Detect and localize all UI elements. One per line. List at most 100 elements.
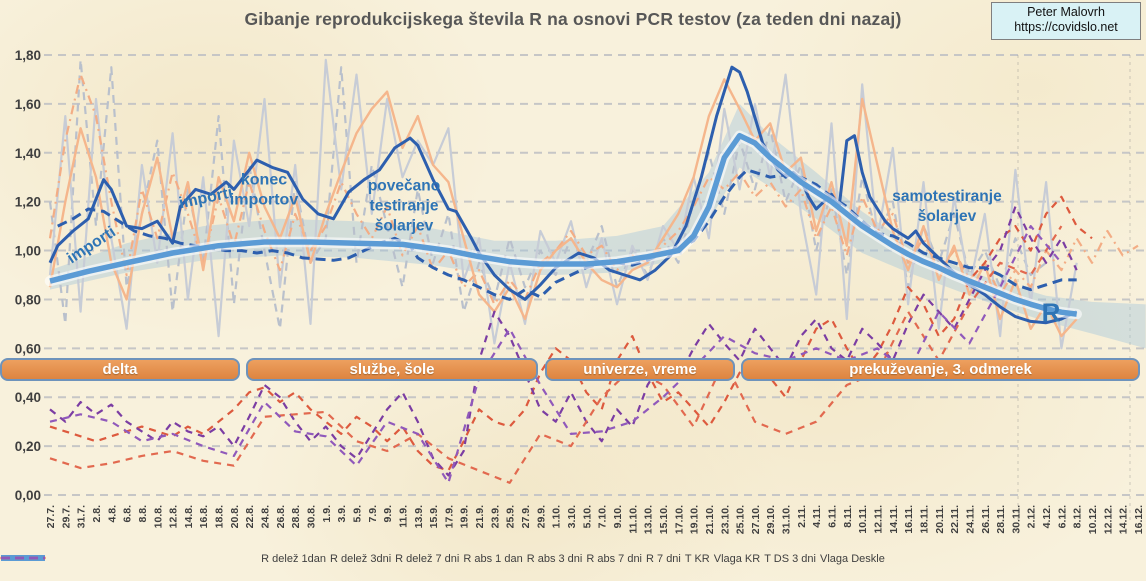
x-axis-tick-label: 12.12. <box>1102 505 1114 534</box>
legend-swatch <box>1 556 45 560</box>
x-axis-tick-label: 13.9. <box>413 505 425 528</box>
x-axis-tick-label: 30.8. <box>306 505 318 528</box>
x-axis-tick-label: 28.11. <box>995 505 1007 534</box>
x-axis-tick-label: 1.10. <box>551 505 563 528</box>
period-band-label: službe, šole <box>349 361 435 378</box>
annotation: povečano testiranje šolarjev <box>367 177 441 234</box>
chart-legend: R delež 1dan R delež 3dni R delež 7 dni R a… <box>0 553 1146 565</box>
x-axis-tick-label: 31.7. <box>76 505 88 528</box>
x-axis-tick-label: 24.11. <box>964 505 976 534</box>
x-axis-tick-label: 8.12. <box>1072 505 1084 528</box>
x-axis-tick-label: 4.11. <box>811 505 823 528</box>
y-axis-tick-label: 1,80 <box>15 48 41 63</box>
period-band-label: delta <box>102 361 138 378</box>
x-axis-tick-label: 26.11. <box>980 505 992 534</box>
x-axis-tick-label: 12.11. <box>872 505 884 534</box>
annotation: samotestiranje šolarjev <box>892 188 1002 225</box>
legend-label: R abs 3 dni <box>526 553 583 565</box>
legend-item: Vlaga KR <box>1 553 761 565</box>
x-axis-tick-label: 19.9. <box>459 505 471 528</box>
x-axis-tick-label: 27.7. <box>45 505 57 528</box>
x-axis-tick-label: 4.12. <box>1041 505 1053 528</box>
series-r-7-dni <box>49 132 1078 317</box>
x-axis-tick-label: 15.9. <box>428 505 440 528</box>
x-axis-tick-label: 7.9. <box>367 505 379 523</box>
legend-label: Vlaga Deskle <box>820 553 885 565</box>
confidence-band <box>50 103 1146 349</box>
credit-author: Peter Malovrh <box>1027 5 1105 19</box>
x-axis-tick-label: 5.9. <box>351 505 363 523</box>
y-axis-tick-label: 0,60 <box>15 341 41 356</box>
period-band-label: prekuževanje, 3. odmerek <box>849 361 1032 378</box>
legend-item: R delež 7 dni <box>1 553 460 565</box>
x-axis-tick-label: 14.8. <box>183 505 195 528</box>
x-axis-tick-label: 12.8. <box>168 505 180 528</box>
x-axis-tick-label: 3.10. <box>566 505 578 528</box>
x-axis-tick-label: 10.12. <box>1087 505 1099 534</box>
legend-item: T KR <box>1 553 710 565</box>
x-axis-tick-label: 6.11. <box>827 505 839 528</box>
x-axis-tick-label: 29.10. <box>765 505 777 534</box>
x-axis-tick-label: 20.8. <box>229 505 241 528</box>
x-axis-tick-label: 1.9. <box>321 505 333 523</box>
x-axis-tick-label: 25.10. <box>735 505 747 534</box>
y-axis-tick-label: 0,20 <box>15 439 41 454</box>
x-axis-tick-label: 8.11. <box>842 505 854 528</box>
x-axis-tick-label: 24.8. <box>260 505 272 528</box>
x-axis-tick-label: 21.10. <box>704 505 716 534</box>
x-axis-tick-label: 25.9. <box>505 505 517 528</box>
x-axis-tick-label: 30.11. <box>1010 505 1022 534</box>
series-r-delež-7-dni <box>57 168 1077 301</box>
annotation: R <box>1041 297 1061 328</box>
x-axis-tick-label: 23.9. <box>489 505 501 528</box>
x-axis-tick-label: 27.9. <box>520 505 532 528</box>
x-axis-tick-label: 9.10. <box>612 505 624 528</box>
credit-url: https://covidslo.net <box>1014 20 1118 35</box>
legend-item: Vlaga Deskle <box>1 553 885 565</box>
x-axis-tick-label: 17.9. <box>443 505 455 528</box>
x-axis-tick-label: 20.11. <box>934 505 946 534</box>
x-axis-tick-label: 6.8. <box>122 505 134 523</box>
x-axis-tick-label: 28.8. <box>290 505 302 528</box>
series-t-ds-3-dni <box>49 225 1063 484</box>
legend-label: R delež 1dan <box>261 553 326 565</box>
x-axis-tick-label: 3.9. <box>336 505 348 523</box>
x-axis-tick-label: 10.8. <box>152 505 164 528</box>
x-axis-tick-label: 2.12. <box>1026 505 1038 528</box>
legend-label: R abs 7 dni <box>586 553 643 565</box>
y-axis-tick-label: 1,60 <box>15 97 41 112</box>
period-band-label: univerze, vreme <box>583 361 697 378</box>
x-axis-tick-label: 16.8. <box>198 505 210 528</box>
series-vlaga-kr <box>49 205 1078 477</box>
x-axis-tick-label: 4.8. <box>106 505 118 523</box>
x-axis-tick-label: 2.8. <box>91 505 103 523</box>
x-axis-tick-label: 14.11. <box>888 505 900 534</box>
legend-item: T DS 3 dni <box>1 553 816 565</box>
annotation: konec importov <box>229 171 299 209</box>
x-axis-tick-label: 14.12. <box>1118 505 1130 534</box>
legend-label: T KR <box>684 553 710 565</box>
legend-item: R abs 1 dan <box>1 553 523 565</box>
x-axis-tick-label: 11.9. <box>397 505 409 528</box>
x-axis-tick-label: 16.11. <box>903 505 915 534</box>
legend-label: Vlaga KR <box>713 553 761 565</box>
x-axis-tick-label: 29.9. <box>535 505 547 528</box>
x-axis-tick-label: 5.10. <box>581 505 593 528</box>
legend-label: R 7 dni <box>646 553 681 565</box>
y-axis-tick-label: 1,20 <box>15 195 41 210</box>
x-axis-tick-label: 31.10. <box>781 505 793 534</box>
legend-item: R 7 dni <box>1 553 681 565</box>
legend-label: R abs 1 dan <box>463 553 523 565</box>
period-band: delta <box>0 358 240 381</box>
x-axis-tick-label: 27.10. <box>750 505 762 534</box>
credit-box: Peter Malovrh https://covidslo.net <box>991 2 1141 40</box>
x-axis-tick-label: 7.10. <box>597 505 609 528</box>
y-axis-tick-label: 0,80 <box>15 292 41 307</box>
legend-label: R delež 7 dni <box>395 553 460 565</box>
period-band: prekuževanje, 3. odmerek <box>741 358 1140 381</box>
chart-title: Gibanje reprodukcijskega števila R na os… <box>244 9 902 29</box>
x-axis-tick-label: 15.10. <box>658 505 670 534</box>
legend-item: R delež 3dni <box>0 553 391 565</box>
